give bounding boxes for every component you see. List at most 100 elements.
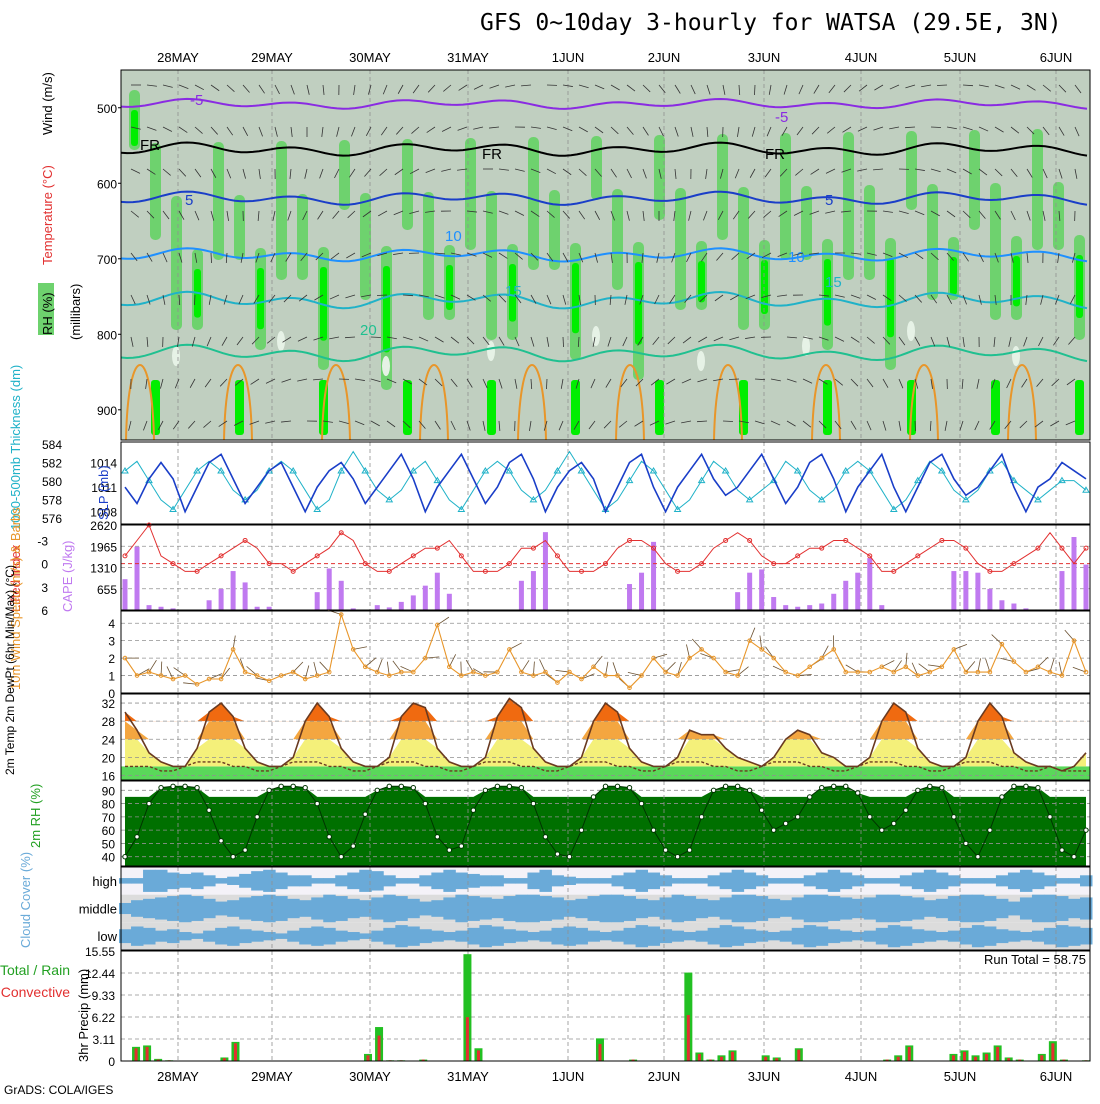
cloud-cell [960,878,972,884]
precip-convective-bar [598,1044,601,1061]
precip-tick-label: 15.55 [85,945,115,959]
rh2m-marker [1024,784,1028,788]
precip-convective-bar [897,1057,900,1061]
cloud-cell [828,929,840,943]
cloud-cell [275,896,287,921]
rh2m-marker [820,785,824,789]
cloud-cell [996,899,1008,918]
cloud-cell [876,928,888,945]
cloud-cell [299,928,311,945]
rh2m-marker [555,852,559,856]
rh-band-mid [1053,182,1064,250]
cape-bar [747,573,752,610]
rh2m-marker [267,788,271,792]
rh2m-marker [435,835,439,839]
cloud-cell [708,928,720,945]
cape-bar [231,571,236,610]
date-label-top: 5JUN [944,50,977,65]
date-label-top: 3JUN [748,50,781,65]
cloud-cell [287,875,299,886]
rh2m-marker [411,785,415,789]
rh2m-marker [663,848,667,852]
rh-band-mid [591,136,602,200]
cloud-cell [443,932,455,940]
cloud-cell [383,875,395,886]
cloud-cell [636,899,648,918]
rh2m-marker [159,785,163,789]
rh2m-marker [171,784,175,788]
rh-band-mid [612,189,623,290]
rh2m-marker [495,784,499,788]
cloud-cell [600,932,612,940]
rh2m-marker [507,784,511,788]
rh2m-marker [928,784,932,788]
precip-convective-bar [146,1047,149,1061]
run-total-label: Run Total = 58.75 [984,952,1086,967]
temp-tick-label: 24 [102,733,116,747]
cloud-cell [503,896,515,921]
cloud-cell [383,928,395,945]
cloud-cell [960,895,972,923]
cape-bar [135,547,140,610]
rh2m-marker [988,828,992,832]
slp-line [125,454,1086,511]
precip-tick-label: 0 [108,1055,115,1069]
temp-band-warm [125,721,1086,739]
contour-label: 5 [825,192,833,209]
cloud-cell [972,895,984,923]
rh2m-marker [952,815,956,819]
lifted-index-line [125,525,1086,571]
cloud-cell [455,931,467,942]
cloud-cell [383,895,395,923]
cloud-cell [1056,925,1068,947]
cloud-cell [912,873,924,890]
precip-convective-bar [367,1055,370,1061]
rh2m-marker [327,835,331,839]
rh-band-mid [717,134,728,240]
cloud-cell [636,925,648,947]
contour-label: 15 [825,274,842,291]
pressure-tick-label: 500 [97,102,117,116]
cape-bar [975,573,980,610]
cloud-cell [503,929,515,943]
cloud-cell [239,897,251,919]
wind-barb [377,295,387,296]
rh-pale-patch [907,321,915,341]
cape-bar [651,542,656,610]
cloud-cell [155,931,167,942]
slp-label: SLP (mb) [96,465,111,520]
precip-convective-bar [974,1057,977,1061]
rh-band-dark [761,260,768,314]
date-label-top: 1JUN [552,50,585,65]
cape-bar [783,605,788,610]
cape-bar [867,558,872,610]
rh2m-marker [459,844,463,848]
cloud-cell [1008,931,1020,942]
cloud-cell [527,895,539,923]
pressure-tick-label: 900 [97,404,117,418]
cape-bar [519,581,524,610]
cloud-cell [1068,899,1080,918]
cloud-cell [684,878,696,884]
precip-convective-bar [908,1047,911,1061]
wind-speed-line [125,615,1086,688]
thickness-tick-label: 578 [42,494,62,508]
precip-total-label: Total / Rain [0,962,70,978]
precip-convective-bar [698,1054,701,1061]
pressure-tick-label: 700 [97,253,117,267]
cloud-cell [792,897,804,919]
precip-convective-bar [952,1055,955,1061]
li-marker [1084,546,1088,550]
cloud-cell [588,878,600,884]
rh-band-dark-low [235,380,244,435]
precip-convective-bar [797,1050,800,1061]
rh2m-marker [783,821,787,825]
contour-label: -5 [190,92,203,109]
cloud-cell [780,878,792,884]
rh2m-marker [759,808,763,812]
cloud-cell [227,877,239,885]
cloud-cell [467,928,479,945]
cloud-cell [648,873,660,890]
precip-convective-bar [1040,1055,1043,1061]
cloud-cell [239,874,251,888]
